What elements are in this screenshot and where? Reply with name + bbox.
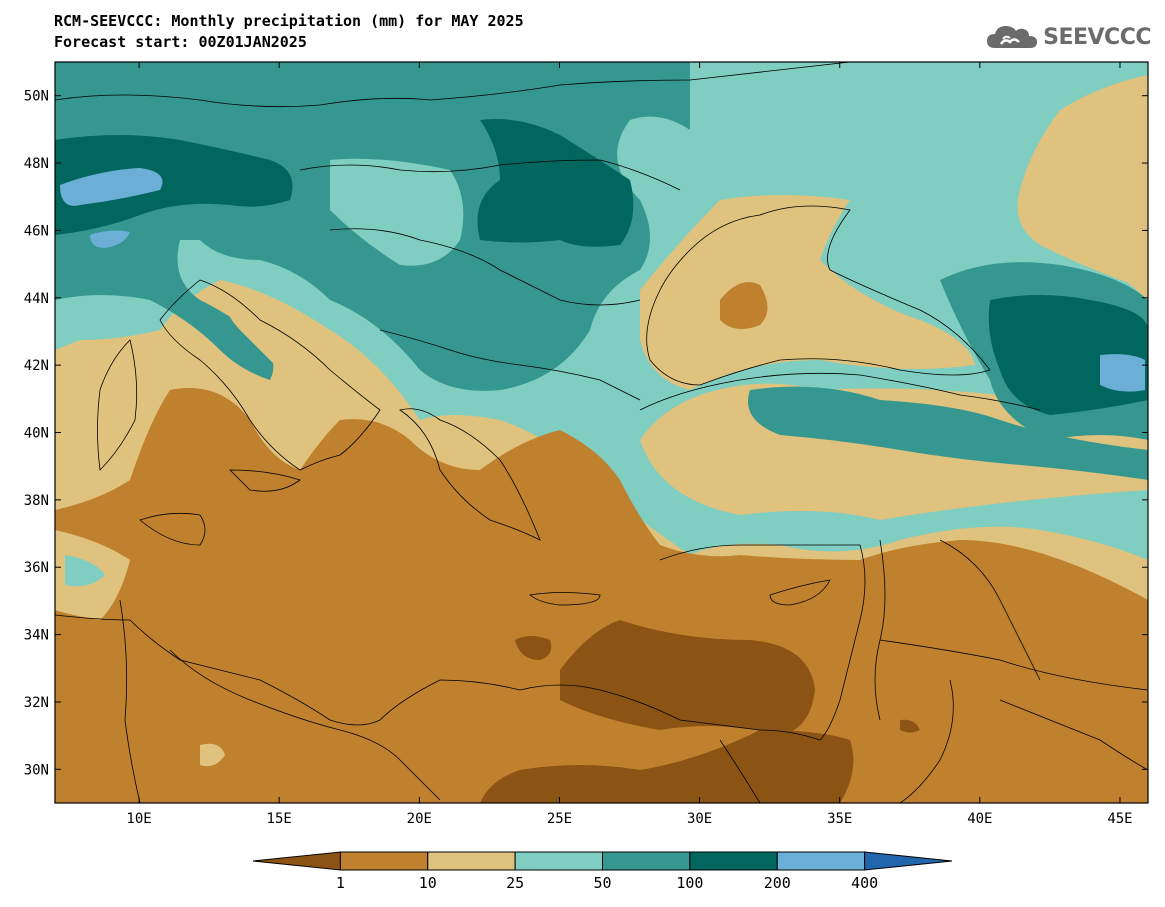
colorbar-label: 200 [764,874,791,892]
colorbar-label: 400 [851,874,878,892]
lat-tick-label: 38N [24,493,49,509]
colorbar-swatch [689,851,778,871]
lat-tick-label: 46N [24,223,49,239]
latitude-axis: 30N 32N 34N 36N 38N 40N 42N 44N 46N 48N 50N [24,89,1148,778]
colorbar-label: 25 [506,874,524,892]
lat-tick-label: 48N [24,156,49,172]
forecast-start-label: Forecast start: 00Z01JAN2025 [54,33,307,51]
lon-tick-label: 25E [547,811,572,827]
seevccc-logo: SEEVCCC [985,20,1151,54]
lon-tick-label: 20E [407,811,432,827]
cloud-logo-icon [987,26,1038,48]
colorbar-under-triangle [252,851,341,871]
lat-tick-label: 36N [24,560,49,576]
coastline-outlines [55,62,1148,803]
lat-tick-label: 32N [24,695,49,711]
lon-tick-label: 45E [1107,811,1132,827]
lat-tick-label: 42N [24,358,49,374]
colorbar-swatch [776,851,866,871]
precipitation-field [55,62,1148,803]
lon-tick-label: 40E [967,811,992,827]
colorbar-swatch [427,851,516,871]
colorbar-label: 1 [336,874,345,892]
lon-tick-label: 30E [687,811,712,827]
lat-tick-label: 40N [24,426,49,442]
colorbar-label: 50 [593,874,611,892]
map-title: RCM-SEEVCCC: Monthly precipitation (mm) … [54,12,524,30]
longitude-axis: 10E 15E 20E 25E 30E 35E 40E 45E [126,62,1133,827]
lon-tick-label: 10E [126,811,151,827]
colorbar-swatch [602,851,691,871]
lon-tick-label: 15E [267,811,292,827]
colorbar-label: 10 [419,874,437,892]
lat-tick-label: 30N [24,762,49,778]
colorbar-swatch [339,851,429,871]
colorbar-swatch [514,851,603,871]
lat-tick-label: 34N [24,628,49,644]
lat-tick-label: 44N [24,291,49,307]
lat-tick-label: 50N [24,89,49,105]
colorbar-label: 100 [676,874,703,892]
lon-tick-label: 35E [827,811,852,827]
logo-text: SEEVCCC [1043,24,1151,50]
colorbar-over-triangle [864,851,953,871]
